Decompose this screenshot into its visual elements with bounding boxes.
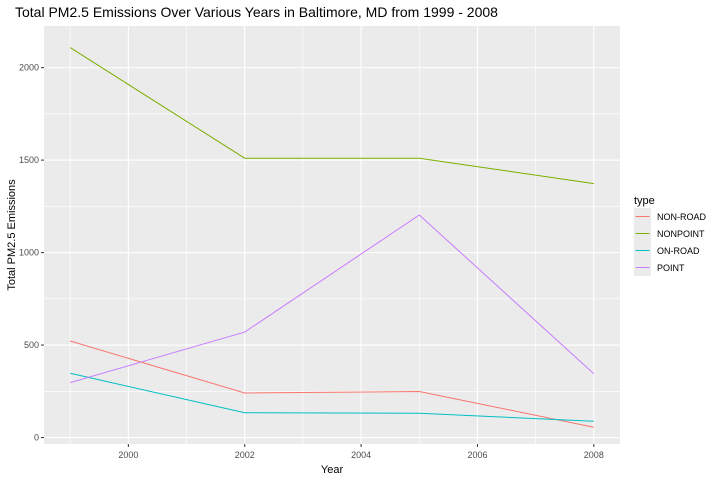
- x-tick-label: 2006: [467, 450, 487, 460]
- chart-title: Total PM2.5 Emissions Over Various Years…: [15, 4, 498, 20]
- x-tick-label: 2002: [235, 450, 255, 460]
- x-axis: 2000 2002 2004 2006 2008: [118, 444, 604, 460]
- series-lines: [69, 47, 595, 428]
- series-line-nonpoint: [69, 47, 594, 185]
- plot-panel: [44, 26, 620, 444]
- y-tick-label: 500: [24, 340, 39, 350]
- series-line-on-road: [70, 372, 594, 422]
- x-tick-label: 2004: [351, 450, 371, 460]
- y-tick-label: 1000: [19, 248, 39, 258]
- legend-label: NONPOINT: [657, 229, 705, 239]
- gridlines: [44, 26, 620, 444]
- series-line-non-road: [70, 340, 594, 428]
- x-axis-title: Year: [321, 464, 344, 476]
- series-line-point: [70, 214, 595, 384]
- x-tick-label: 2008: [584, 450, 604, 460]
- legend-title: type: [634, 195, 655, 207]
- legend-label: NON-ROAD: [657, 212, 706, 222]
- y-axis: 0 500 1000 1500 2000: [19, 63, 44, 443]
- y-tick-label: 0: [34, 433, 39, 443]
- legend-items: NON-ROAD NONPOINT ON-ROAD POINT: [634, 208, 706, 276]
- legend-label: ON-ROAD: [657, 246, 700, 256]
- legend: type NON-ROAD NONPOINT ON-ROAD POINT: [634, 195, 706, 276]
- y-axis-title: Total PM2.5 Emissions: [6, 179, 18, 291]
- legend-label: POINT: [657, 263, 685, 273]
- y-tick-label: 2000: [19, 63, 39, 73]
- y-tick-label: 1500: [19, 155, 39, 165]
- x-tick-label: 2000: [118, 450, 138, 460]
